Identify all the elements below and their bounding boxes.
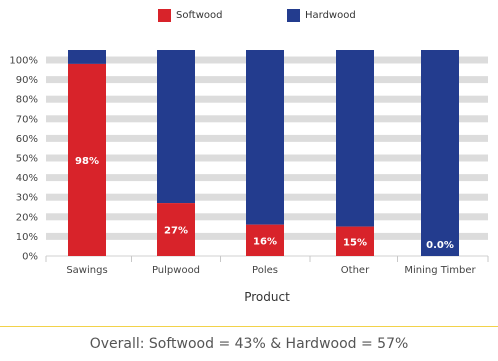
bar-softwood-2: [246, 224, 284, 256]
x-tick-label-1: Pulpwood: [152, 265, 200, 276]
bar-softwood-1: [157, 203, 195, 256]
data-label-2: 16%: [253, 236, 277, 247]
x-axis-title: Product: [244, 290, 290, 304]
legend-item-hardwood: Hardwood: [287, 9, 356, 22]
bar-softwood-3: [336, 226, 374, 256]
x-tick-label-0: Sawings: [66, 265, 107, 276]
legend-item-softwood: Softwood: [158, 9, 223, 22]
bar-hardwood-4: [421, 50, 459, 256]
bar-hardwood-1: [157, 50, 195, 204]
y-tick-label: 20%: [16, 212, 38, 223]
y-tick-label: 60%: [16, 134, 38, 145]
legend-label-softwood: Softwood: [176, 10, 223, 21]
data-label-4: 0.0%: [426, 240, 454, 251]
y-tick-label: 40%: [16, 173, 38, 184]
y-tick-label: 100%: [9, 56, 38, 67]
footer-summary: Overall: Softwood = 43% & Hardwood = 57%: [89, 336, 409, 352]
y-tick-label: 90%: [16, 75, 38, 86]
y-tick-label: 0%: [22, 252, 38, 263]
footer-divider: [0, 326, 498, 327]
y-tick-label: 30%: [16, 193, 38, 204]
bar-hardwood-2: [246, 50, 284, 225]
data-label-3: 15%: [343, 237, 367, 248]
x-tick-label-3: Other: [341, 265, 370, 276]
y-tick-label: 80%: [16, 95, 38, 106]
legend-swatch-hardwood: [287, 9, 300, 22]
bar-softwood-0: [68, 63, 106, 256]
data-label-0: 98%: [75, 156, 99, 167]
stacked-bar-chart: 0% 10% 20% 30% 40% 50% 60% 70% 80% 90% 100% 98% Sawi…: [9, 50, 489, 304]
legend-label-hardwood: Hardwood: [305, 10, 356, 21]
legend-swatch-softwood: [158, 9, 171, 22]
bar-hardwood-3: [336, 50, 374, 227]
y-tick-label: 70%: [16, 114, 38, 125]
bar-hardwood-0: [68, 50, 106, 64]
y-tick-label: 10%: [16, 232, 38, 243]
x-tick-label-2: Poles: [252, 265, 278, 276]
x-tick-label-4: Mining Timber: [404, 265, 476, 276]
data-label-1: 27%: [164, 226, 188, 237]
y-tick-label: 50%: [16, 154, 38, 165]
